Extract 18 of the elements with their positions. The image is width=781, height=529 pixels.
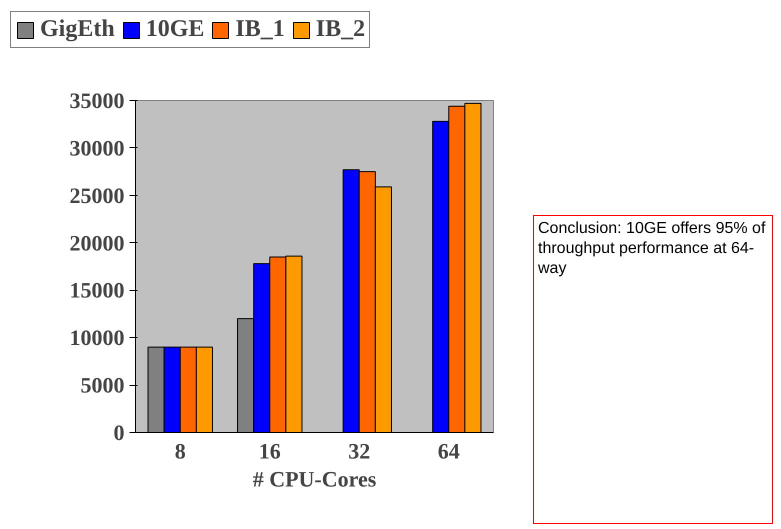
y-tick-label: 35000: [70, 88, 124, 113]
y-tick-label: 0: [114, 420, 124, 445]
y-tick-label: 30000: [70, 135, 124, 160]
text: Conclusion: 10GE offers 95% of throughput performance at 64-way: [538, 219, 766, 279]
legend-label: IB_2: [316, 16, 366, 43]
y-tick-label: 15000: [70, 278, 124, 303]
y-tick-label: 5000: [80, 372, 124, 398]
x-tick-label: 16: [258, 438, 281, 464]
x-axis-title: # CPU-Cores: [252, 466, 377, 492]
y-tick-label: 20000: [70, 230, 124, 256]
legend-label: IB_1: [235, 16, 285, 43]
legend-label: 10GE: [146, 16, 204, 43]
x-tick-label: 8: [174, 438, 186, 464]
legend-label: GigEth: [40, 16, 115, 43]
x-tick-label: 32: [348, 438, 370, 464]
x-tick-label: 64: [438, 438, 460, 464]
y-tick-label: 25000: [70, 182, 124, 208]
y-tick-label: 10000: [70, 325, 124, 350]
